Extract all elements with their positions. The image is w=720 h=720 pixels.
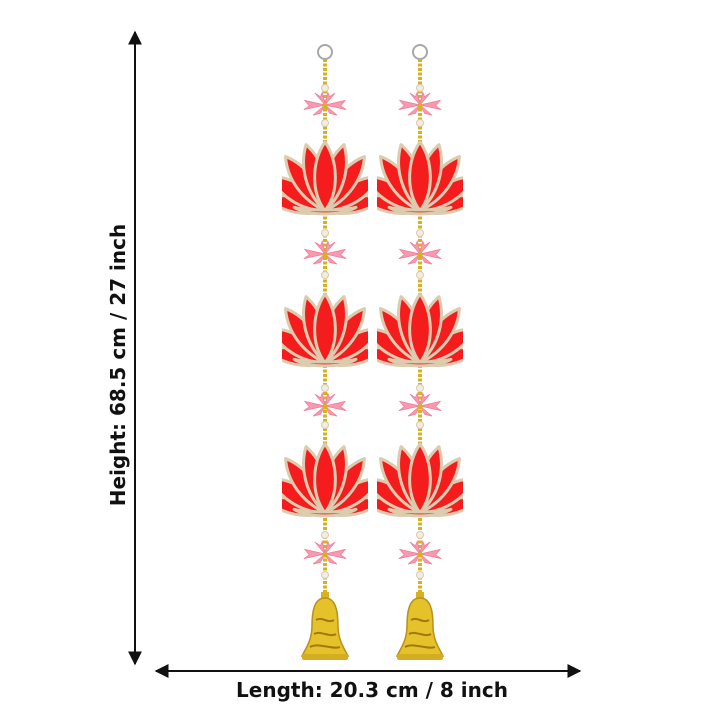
strand-right <box>360 45 481 660</box>
height-label: Height: 68.5 cm / 27 inch <box>106 223 130 507</box>
length-label: Length: 20.3 cm / 8 inch <box>236 678 508 702</box>
strand-left <box>265 45 386 660</box>
